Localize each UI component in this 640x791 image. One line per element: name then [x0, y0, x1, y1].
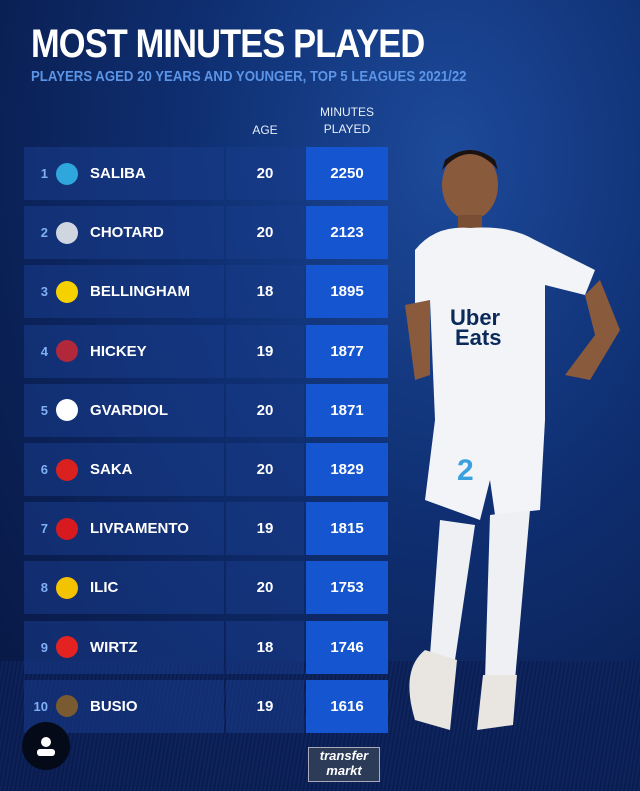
- player-cell: 1 SALIBA: [24, 147, 224, 200]
- logo-line2: markt: [326, 763, 362, 778]
- arsenal-crest-icon: [56, 458, 78, 481]
- rank-label: 2: [40, 225, 48, 241]
- minutes-cell: 2250: [306, 147, 388, 200]
- rank-label: 7: [40, 521, 48, 537]
- table-row: 8 ILIC 20 1753: [24, 561, 388, 615]
- table-row: 7 LIVRAMENTO 19 1815: [24, 502, 388, 556]
- age-cell: 20: [226, 383, 304, 437]
- header-minutes: MINUTES PLAYED: [306, 104, 388, 138]
- player-name: BELLINGHAM: [90, 283, 190, 301]
- player-head: [442, 150, 498, 220]
- player-photo: Uber Eats 2: [405, 150, 620, 730]
- verona-crest-icon: [56, 576, 78, 599]
- age-cell: 19: [226, 502, 304, 556]
- age-cell: 20: [226, 561, 304, 615]
- player-cell: 4 HICKEY: [24, 324, 224, 378]
- minutes-cell: 1616: [306, 679, 388, 733]
- leipzig-crest-icon: [56, 399, 78, 422]
- svg-text:2: 2: [457, 454, 474, 487]
- rank-label: 5: [40, 402, 48, 418]
- age-cell: 18: [226, 620, 304, 674]
- rank-label: 8: [40, 580, 48, 596]
- player-name: SAKA: [90, 461, 133, 478]
- player-name: HICKEY: [90, 342, 147, 360]
- bologna-crest-icon: [56, 340, 78, 363]
- table-row: 4 HICKEY 19 1877: [24, 324, 388, 378]
- rank-label: 4: [40, 343, 48, 359]
- player-shorts: [425, 420, 545, 520]
- table-row: 10 BUSIO 19 1616: [24, 679, 388, 733]
- minutes-cell: 1815: [306, 502, 388, 556]
- player-name: CHOTARD: [90, 224, 164, 242]
- age-cell: 20: [226, 206, 304, 260]
- player-cell: 2 CHOTARD: [24, 206, 224, 260]
- leverkusen-crest-icon: [56, 636, 78, 659]
- age-cell: 19: [226, 324, 304, 378]
- minutes-cell: 2123: [306, 206, 388, 260]
- user-icon: [37, 737, 55, 756]
- venezia-crest-icon: [56, 695, 78, 718]
- table-row: 1 SALIBA 20 2250: [24, 147, 388, 200]
- minutes-cell: 1895: [306, 265, 388, 319]
- page-subtitle: PLAYERS AGED 20 YEARS AND YOUNGER, TOP 5…: [31, 68, 467, 85]
- player-cell: 9 WIRTZ: [24, 620, 224, 674]
- player-name: WIRTZ: [90, 638, 138, 656]
- player-name: SALIBA: [90, 165, 146, 182]
- transfermarkt-logo: transfer markt: [308, 747, 380, 782]
- age-cell: 19: [226, 679, 304, 733]
- minutes-cell: 1746: [306, 620, 388, 674]
- rank-label: 3: [40, 284, 48, 300]
- minutes-cell: 1753: [306, 561, 388, 615]
- rank-label: 9: [40, 639, 48, 655]
- player-cell: 8 ILIC: [24, 561, 224, 615]
- table-row: 9 WIRTZ 18 1746: [24, 620, 388, 674]
- page-title: MOST MINUTES PLAYED: [31, 22, 425, 66]
- player-cell: 7 LIVRAMENTO: [24, 502, 224, 556]
- montpellier-crest-icon: [56, 221, 78, 244]
- minutes-cell: 1871: [306, 383, 388, 437]
- rank-label: 6: [40, 462, 48, 477]
- player-cell: 6 SAKA: [24, 443, 224, 496]
- svg-text:Eats: Eats: [455, 325, 501, 350]
- minutes-cell: 1877: [306, 324, 388, 378]
- header-minutes-line1: MINUTES: [320, 105, 374, 119]
- player-name: LIVRAMENTO: [90, 520, 189, 538]
- southampton-crest-icon: [56, 517, 78, 540]
- rank-label: 10: [33, 698, 48, 714]
- dortmund-crest-icon: [56, 280, 78, 303]
- svg-text:Uber: Uber: [450, 305, 501, 330]
- player-cell: 5 GVARDIOL: [24, 383, 224, 437]
- age-cell: 18: [226, 265, 304, 319]
- player-name: ILIC: [90, 579, 119, 597]
- header-minutes-line2: PLAYED: [323, 122, 371, 136]
- logo-line1: transfer: [319, 748, 369, 763]
- table-row: 5 GVARDIOL 20 1871: [24, 383, 388, 437]
- marseille-crest-icon: [56, 162, 78, 185]
- table-row: 6 SAKA 20 1829: [24, 443, 388, 496]
- header-age: AGE: [252, 123, 278, 137]
- player-name: BUSIO: [90, 697, 138, 715]
- table-row: 2 CHOTARD 20 2123: [24, 206, 388, 260]
- profile-avatar-button[interactable]: [22, 722, 70, 770]
- age-cell: 20: [226, 147, 304, 200]
- minutes-cell: 1829: [306, 443, 388, 496]
- player-name: GVARDIOL: [90, 401, 169, 419]
- player-cell: 3 BELLINGHAM: [24, 265, 224, 319]
- table-row: 3 BELLINGHAM 18 1895: [24, 265, 388, 319]
- rank-label: 1: [40, 166, 48, 181]
- age-cell: 20: [226, 443, 304, 496]
- player-shirt: [415, 227, 595, 420]
